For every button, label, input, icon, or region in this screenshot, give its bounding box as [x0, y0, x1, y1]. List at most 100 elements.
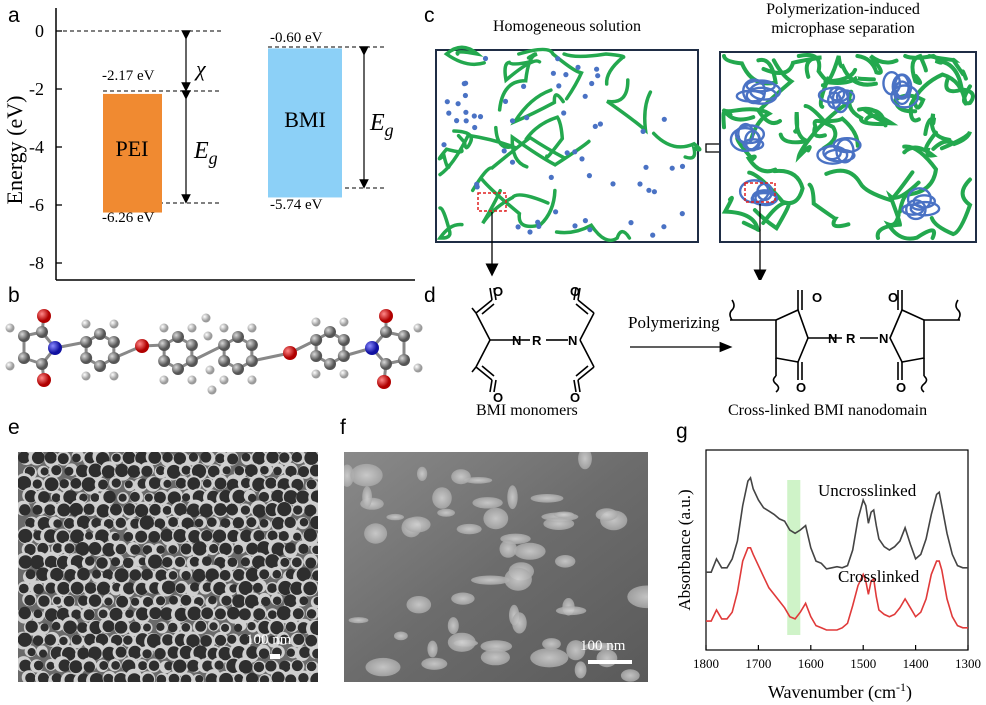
svg-text:O: O: [570, 390, 580, 405]
carbon-atom: [245, 355, 258, 367]
hydrogen-atom: [201, 313, 211, 323]
sem-pore: [252, 504, 267, 518]
monomer-dot: [582, 218, 588, 224]
sem-pore: [63, 620, 77, 635]
sem-pore: [142, 545, 153, 555]
tem-domain: [620, 669, 640, 682]
hydrogen-atom: [311, 369, 321, 379]
sem-pore: [227, 557, 238, 568]
sem-pore: [18, 452, 31, 464]
sem-pore: [310, 672, 318, 682]
carbon-atom: [158, 339, 171, 351]
sem-pore: [186, 634, 200, 648]
sem-pore: [219, 489, 233, 503]
sem-pore: [181, 623, 191, 632]
sem-pore: [114, 568, 129, 583]
sem-pore: [265, 477, 277, 489]
sem-pore: [123, 531, 134, 542]
monomer-dot: [515, 224, 521, 230]
crosslinked-loop: [750, 191, 779, 206]
sem-pore: [299, 518, 309, 527]
sem-pore: [111, 532, 120, 541]
tem-domain: [530, 648, 569, 668]
tem-domain: [451, 469, 471, 485]
carbon-atom: [107, 352, 120, 364]
pei-top-value: -2.17 eV: [102, 68, 155, 84]
sem-pore: [30, 554, 45, 570]
sem-pore: [160, 607, 174, 621]
sem-pore: [227, 529, 240, 543]
crosslinked-loop: [737, 122, 755, 145]
monomer-dot: [597, 121, 603, 127]
sem-pore: [278, 531, 289, 542]
panel-label-d: d: [424, 284, 436, 307]
sem-pore: [58, 659, 71, 672]
y-tick-label: -4: [29, 137, 44, 157]
sem-pore: [95, 529, 110, 544]
sem-pore: [306, 479, 317, 490]
hydrogen-atom: [5, 323, 15, 333]
sem-pore: [181, 465, 191, 475]
monomer-dot: [477, 114, 484, 120]
sem-pore: [291, 660, 303, 672]
sem-pore: [293, 532, 302, 541]
panel-label-c: c: [424, 4, 435, 27]
sem-pore: [56, 607, 70, 621]
monomer-dot: [564, 150, 570, 156]
sem-pore: [84, 582, 97, 594]
monomer-dot: [446, 110, 452, 116]
sem-pore: [241, 452, 251, 462]
panel-label-b: b: [8, 284, 20, 307]
sem-pore: [25, 517, 36, 528]
tem-domain: [595, 508, 618, 521]
hydrogen-atom: [205, 365, 215, 375]
sem-pore: [253, 661, 265, 673]
polymer-chain: [722, 107, 773, 142]
sem-pore: [143, 623, 152, 632]
sem-pore: [50, 567, 64, 582]
sem-pore: [200, 452, 212, 463]
tem-domain: [504, 567, 532, 591]
hydrogen-atom: [159, 375, 169, 385]
monomer-dot: [586, 173, 592, 179]
sem-pore: [98, 609, 108, 619]
tem-domain: [555, 555, 576, 568]
carbon-atom: [310, 350, 323, 362]
sem-pore: [182, 493, 191, 502]
sem-pore: [259, 518, 269, 528]
polymer-chain: [443, 45, 486, 67]
sem-pore: [69, 502, 83, 517]
sem-pore: [234, 673, 244, 682]
sem-pore: [276, 605, 292, 621]
tem-domain: [543, 517, 575, 530]
tem-domain: [627, 585, 648, 609]
sem-pore: [154, 648, 166, 660]
sem-pore: [155, 465, 166, 476]
carbon-atom: [94, 360, 106, 372]
sem-pore: [168, 571, 178, 580]
sem-pore: [138, 557, 147, 566]
sem-pore: [51, 673, 62, 682]
y-tick-label: -6: [29, 195, 44, 215]
sem-pore: [102, 569, 114, 581]
monomer-dot: [582, 93, 588, 99]
sem-pore: [180, 543, 192, 555]
sem-pore: [115, 517, 126, 529]
sem-pore: [148, 452, 162, 464]
sem-scale-label: 100 nm: [246, 632, 292, 648]
sem-pore: [161, 580, 176, 595]
monomer-dot: [589, 80, 595, 87]
monomer-dot: [535, 219, 541, 225]
sem-pore: [44, 452, 57, 464]
carbon-atom: [380, 358, 392, 370]
sem-pore: [125, 609, 134, 618]
tem-domain: [447, 632, 476, 652]
sem-pore: [79, 493, 88, 502]
hydrogen-atom: [219, 375, 229, 385]
carbon-atom: [218, 355, 231, 367]
tem-domain: [437, 508, 455, 517]
tem-domain: [406, 596, 432, 614]
sem-pore: [76, 464, 90, 478]
sem-pore: [286, 648, 296, 657]
sem-pore: [51, 465, 62, 476]
